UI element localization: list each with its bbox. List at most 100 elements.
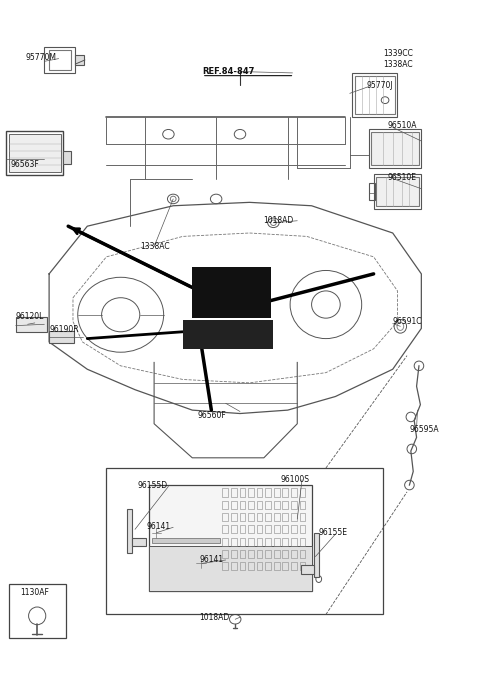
Bar xyxy=(257,501,263,509)
Bar xyxy=(192,267,271,318)
Bar xyxy=(231,550,237,558)
Bar xyxy=(49,331,74,343)
Bar xyxy=(127,509,132,553)
Text: 96100S: 96100S xyxy=(281,475,310,484)
Text: 1130AF: 1130AF xyxy=(21,588,49,596)
Bar xyxy=(248,562,254,570)
Bar xyxy=(248,525,254,534)
Text: 96190R: 96190R xyxy=(49,325,79,334)
Bar xyxy=(240,538,245,546)
Bar xyxy=(301,566,314,574)
Bar xyxy=(183,320,274,349)
Bar xyxy=(274,513,280,521)
Text: 96141: 96141 xyxy=(147,522,171,531)
Bar xyxy=(75,55,84,66)
Bar xyxy=(291,488,297,497)
Bar xyxy=(248,538,254,546)
Bar xyxy=(231,525,237,534)
Text: 1018AD: 1018AD xyxy=(199,613,230,622)
Bar xyxy=(291,562,297,570)
Bar xyxy=(282,538,288,546)
Text: 96595A: 96595A xyxy=(409,425,439,434)
Bar xyxy=(291,538,297,546)
Bar xyxy=(282,513,288,521)
Bar xyxy=(274,488,280,497)
Bar xyxy=(274,525,280,534)
Text: REF.84-847: REF.84-847 xyxy=(202,67,254,76)
Bar xyxy=(291,513,297,521)
Bar xyxy=(300,525,305,534)
Bar xyxy=(257,513,263,521)
Bar xyxy=(248,488,254,497)
Bar xyxy=(257,550,263,558)
Bar xyxy=(265,550,271,558)
Bar xyxy=(222,550,228,558)
Bar xyxy=(300,488,305,497)
Bar xyxy=(371,132,419,165)
Bar xyxy=(248,501,254,509)
Bar xyxy=(222,501,228,509)
Bar xyxy=(44,47,75,73)
Bar xyxy=(231,513,237,521)
Bar xyxy=(265,501,271,509)
Bar xyxy=(152,538,220,543)
Bar xyxy=(265,538,271,546)
Bar xyxy=(314,533,319,577)
Bar xyxy=(231,488,237,497)
Bar xyxy=(222,525,228,534)
Bar xyxy=(274,501,280,509)
Bar xyxy=(149,485,312,591)
Bar xyxy=(282,550,288,558)
Bar xyxy=(369,183,374,200)
Bar xyxy=(373,174,421,209)
Bar xyxy=(6,131,63,175)
Bar xyxy=(300,550,305,558)
Bar xyxy=(9,584,66,638)
Bar xyxy=(240,525,245,534)
Bar xyxy=(63,151,71,163)
Bar xyxy=(257,562,263,570)
Text: 96510E: 96510E xyxy=(388,172,417,182)
Bar xyxy=(282,501,288,509)
Bar xyxy=(9,134,61,172)
Bar xyxy=(300,501,305,509)
Bar xyxy=(274,538,280,546)
Text: 96510A: 96510A xyxy=(388,121,418,130)
Bar xyxy=(282,562,288,570)
Bar xyxy=(291,550,297,558)
Text: 1338AC: 1338AC xyxy=(140,242,169,251)
Bar xyxy=(282,525,288,534)
Bar xyxy=(240,488,245,497)
Bar xyxy=(282,488,288,497)
Bar xyxy=(376,177,419,206)
Text: 96155E: 96155E xyxy=(319,528,348,537)
Bar xyxy=(222,488,228,497)
Bar xyxy=(149,547,312,591)
Bar xyxy=(240,513,245,521)
Bar xyxy=(49,51,71,70)
Bar xyxy=(257,538,263,546)
Bar xyxy=(369,129,421,168)
Bar xyxy=(222,538,228,546)
Bar xyxy=(248,513,254,521)
Bar xyxy=(16,317,47,332)
Bar xyxy=(248,550,254,558)
Text: 96120L: 96120L xyxy=(16,313,44,321)
Text: 96560F: 96560F xyxy=(197,411,226,420)
Bar xyxy=(265,488,271,497)
Text: 96563F: 96563F xyxy=(11,160,40,170)
Text: 1338AC: 1338AC xyxy=(383,60,413,68)
Bar xyxy=(274,550,280,558)
Bar xyxy=(300,538,305,546)
Bar xyxy=(300,562,305,570)
Bar xyxy=(240,550,245,558)
Bar xyxy=(240,562,245,570)
Bar xyxy=(231,501,237,509)
Bar xyxy=(300,513,305,521)
Bar xyxy=(291,525,297,534)
Bar xyxy=(222,513,228,521)
Bar xyxy=(257,488,263,497)
Bar xyxy=(355,77,395,114)
Bar xyxy=(274,562,280,570)
Bar xyxy=(231,538,237,546)
